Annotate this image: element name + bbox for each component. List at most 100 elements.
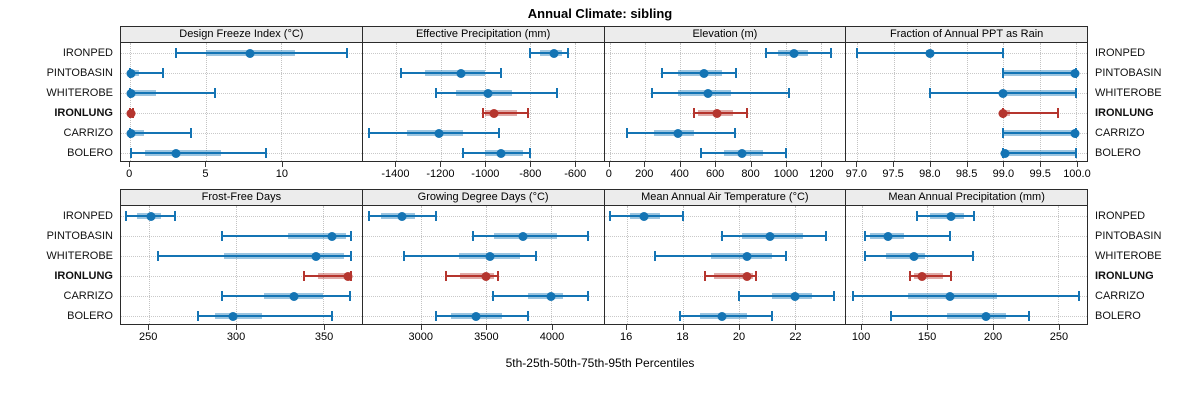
iqr-band xyxy=(885,253,925,259)
iqr-band xyxy=(145,150,221,156)
grid-line-vertical xyxy=(820,43,822,161)
whisker-cap xyxy=(586,291,589,301)
grid-line-horizontal xyxy=(846,276,1087,277)
median-dot xyxy=(481,272,491,281)
site-label-right: CARRIZO xyxy=(1095,290,1145,302)
whisker-cap xyxy=(1002,48,1005,58)
panel-plot xyxy=(120,42,363,162)
panel-x-axis: 100 150 200 250 xyxy=(845,325,1088,347)
median-dot xyxy=(327,232,337,241)
iqr-band xyxy=(1003,130,1077,136)
median-dot xyxy=(1070,69,1080,78)
whisker-cap xyxy=(345,48,348,58)
site-labels-left: IRONPED PINTOBASIN WHITEROBE IRONLUNG CARRIZ… xyxy=(0,26,120,163)
axis-tick-label: 600 xyxy=(705,168,725,180)
grid-line-vertical xyxy=(992,206,994,324)
site-label-right: WHITEROBE xyxy=(1095,87,1162,99)
axis-tick-label: 3500 xyxy=(474,331,499,343)
grid-line-horizontal xyxy=(604,53,846,54)
iqr-band xyxy=(318,273,350,279)
median-dot xyxy=(1000,149,1010,158)
median-dot xyxy=(456,69,466,78)
axis-tick-label: 350 xyxy=(314,331,334,343)
whisker-cap xyxy=(555,88,558,98)
site-label-right: BOLERO xyxy=(1095,147,1141,159)
whisker-cap xyxy=(626,128,629,138)
axis-tick-mark xyxy=(966,162,968,167)
axis-tick-mark xyxy=(750,162,752,167)
grid-line-horizontal xyxy=(604,296,846,297)
median-dot xyxy=(998,89,1008,98)
grid-line-horizontal xyxy=(846,113,1087,114)
axis-tick-label: 200 xyxy=(983,331,1003,343)
axis-tick-label: 0 xyxy=(126,168,133,180)
whisker-line xyxy=(492,295,588,297)
grid-line-vertical xyxy=(148,206,150,324)
whisker-cap xyxy=(445,271,448,281)
whisker-cap xyxy=(434,311,437,321)
whisker-cap xyxy=(221,291,224,301)
median-dot xyxy=(946,212,956,221)
grid-line-horizontal xyxy=(846,153,1087,154)
iqr-band xyxy=(223,253,345,259)
axis-tick-mark xyxy=(486,325,488,330)
whisker-line xyxy=(436,92,557,94)
whisker-line xyxy=(404,255,536,257)
grid-line-horizontal xyxy=(362,296,604,297)
grid-line-vertical xyxy=(396,43,398,161)
whisker-cap xyxy=(1002,68,1005,78)
panel-x-axis: -1400 -1200 -1000 -800 -600 xyxy=(362,162,605,184)
iqr-band xyxy=(528,293,564,299)
whisker-line xyxy=(705,275,756,277)
whisker-cap xyxy=(350,231,353,241)
whisker-cap xyxy=(499,68,502,78)
panel: Fraction of Annual PPT as Rain 97.0 97.5 98… xyxy=(845,26,1091,184)
median-dot xyxy=(737,149,747,158)
axis-tick-mark xyxy=(236,325,238,330)
axis-tick-mark xyxy=(552,325,553,330)
whisker-cap xyxy=(403,251,406,261)
whisker-cap xyxy=(784,148,787,158)
grid-line-vertical xyxy=(626,206,628,324)
site-label-right: CARRIZO xyxy=(1095,127,1145,139)
axis-tick-label: -1200 xyxy=(426,168,455,180)
whisker-line xyxy=(400,72,501,74)
whisker-line xyxy=(529,52,568,54)
site-label-left: BOLERO xyxy=(67,147,113,159)
grid-line-vertical xyxy=(927,206,929,324)
whisker-cap xyxy=(491,291,494,301)
grid-line-vertical xyxy=(680,43,682,161)
panel-row: IRONPED PINTOBASIN WHITEROBE IRONLUNG CARRIZ… xyxy=(0,189,1200,347)
whisker-line xyxy=(910,275,951,277)
whisker-cap xyxy=(331,311,334,321)
median-dot xyxy=(998,109,1008,118)
site-label-left: IRONPED xyxy=(62,210,113,222)
whisker-cap xyxy=(661,68,664,78)
grid-line-horizontal xyxy=(846,73,1087,74)
panel-plot xyxy=(603,205,847,325)
whisker-cap xyxy=(745,108,748,118)
median-dot xyxy=(945,292,955,301)
axis-tick-label: 99.0 xyxy=(992,168,1015,180)
grid-line-vertical xyxy=(794,206,796,324)
whisker-cap xyxy=(462,148,465,158)
whisker-cap xyxy=(771,311,774,321)
axis-tick-label: 5 xyxy=(202,168,209,180)
median-dot xyxy=(703,89,713,98)
site-label-left: CARRIZO xyxy=(63,290,114,302)
whisker-cap xyxy=(265,148,268,158)
chart-title: Annual Climate: sibling xyxy=(527,6,673,21)
axis-tick-mark xyxy=(324,325,326,330)
whisker-cap xyxy=(528,48,531,58)
grid-line-vertical xyxy=(966,43,968,161)
axis-tick-mark xyxy=(715,162,717,167)
median-dot xyxy=(639,212,649,221)
median-dot xyxy=(742,252,752,261)
median-dot xyxy=(789,49,799,58)
axis-tick-mark xyxy=(1058,325,1060,330)
grid-line-vertical xyxy=(682,206,684,324)
iqr-band xyxy=(130,130,144,136)
site-label-left: IRONLUNG xyxy=(54,107,113,119)
site-labels-right: IRONPED PINTOBASIN WHITEROBE IRONLUNG CARRIZ… xyxy=(1088,26,1200,163)
median-dot xyxy=(518,232,528,241)
